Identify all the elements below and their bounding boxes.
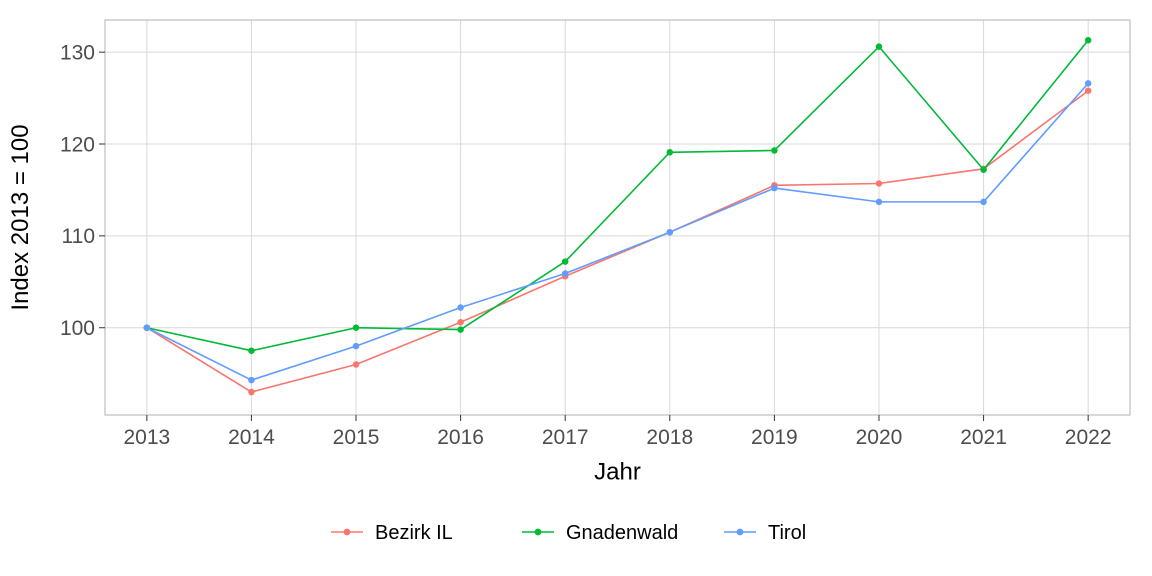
series-point xyxy=(353,361,360,368)
x-tick-label: 2020 xyxy=(856,426,903,449)
chart-container: 2013 2014 2015 2016 2017 2018 2019 2020 2021 2022… xyxy=(0,0,1152,576)
series-point xyxy=(248,377,255,384)
series-point xyxy=(876,180,883,187)
series-point xyxy=(980,166,987,173)
series-point xyxy=(457,326,464,333)
series-point xyxy=(771,147,778,154)
y-tick-label: 130 xyxy=(60,42,95,65)
x-tick-label: 2018 xyxy=(646,426,693,449)
legend-glyph-point xyxy=(737,529,744,536)
legend-label: Tirol xyxy=(768,522,806,544)
legend-label: Gnadenwald xyxy=(566,522,678,544)
series-point xyxy=(457,304,464,311)
series-point xyxy=(1085,87,1092,94)
series-point xyxy=(562,270,569,277)
series-point xyxy=(457,319,464,326)
series-point xyxy=(667,149,674,156)
line-chart: 2013 2014 2015 2016 2017 2018 2019 2020 2021 2022… xyxy=(0,0,1152,576)
series-point xyxy=(667,229,674,236)
legend-label: Bezirk IL xyxy=(375,522,453,544)
x-tick-label: 2015 xyxy=(333,426,380,449)
x-axis-title: Jahr xyxy=(594,459,641,486)
x-tick-label: 2019 xyxy=(751,426,798,449)
x-tick-label: 2022 xyxy=(1065,426,1112,449)
series-point xyxy=(1085,37,1092,44)
y-tick-label: 110 xyxy=(62,225,95,248)
series-point xyxy=(248,347,255,354)
y-axis-title: Index 2013 = 100 xyxy=(7,124,34,310)
series-point xyxy=(771,185,778,192)
series-point xyxy=(876,43,883,50)
y-tick-label: 100 xyxy=(60,317,95,340)
x-tick-label: 2013 xyxy=(123,426,170,449)
series-point xyxy=(353,324,360,331)
y-tick-label: 120 xyxy=(60,133,95,156)
x-tick-label: 2017 xyxy=(542,426,589,449)
x-tick-label: 2014 xyxy=(228,426,275,449)
series-point xyxy=(144,324,151,331)
series-point xyxy=(248,389,255,396)
series-point xyxy=(980,199,987,206)
series-point xyxy=(876,199,883,206)
legend-glyph-point xyxy=(535,529,542,536)
x-tick-label: 2016 xyxy=(437,426,484,449)
series-point xyxy=(562,258,569,265)
x-tick-label: 2021 xyxy=(960,426,1007,449)
series-point xyxy=(1085,80,1092,87)
legend-glyph-point xyxy=(344,529,351,536)
series-point xyxy=(353,343,360,350)
